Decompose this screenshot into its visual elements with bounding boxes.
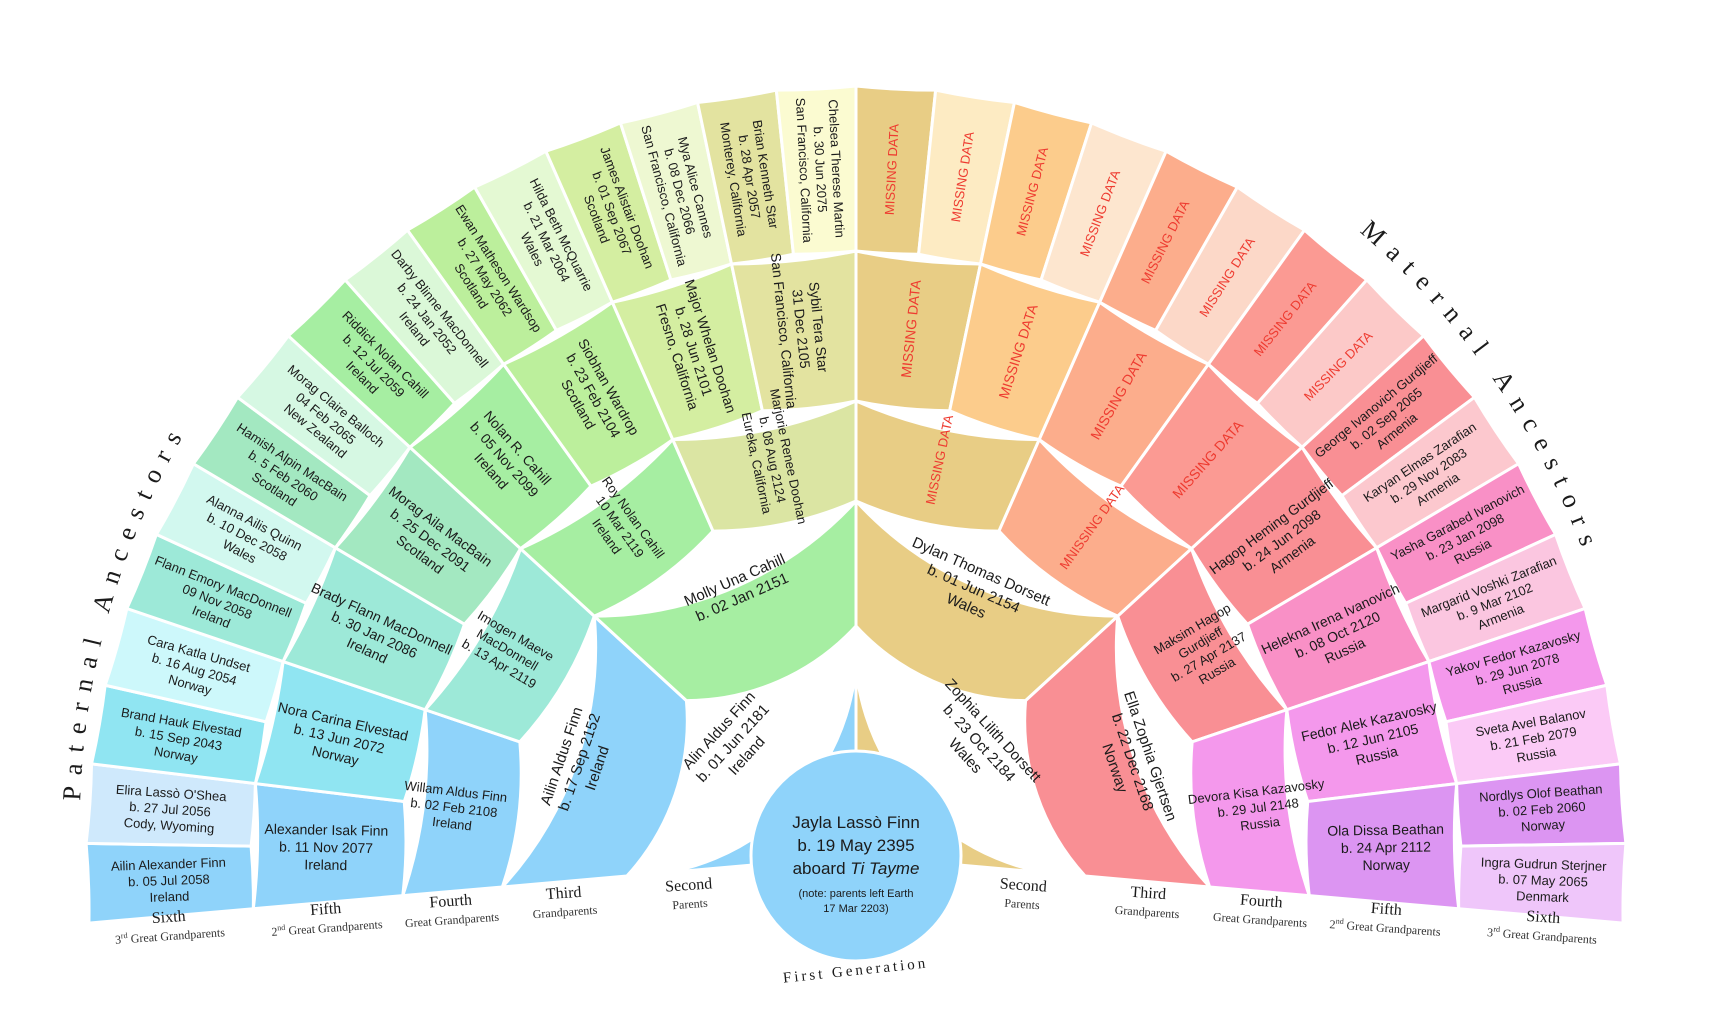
ancestor-label-line: Ola Dissa Beathan xyxy=(1327,821,1444,839)
gen-label-prefix: 2 xyxy=(271,924,278,938)
center-note-line1: (note: parents left Earth xyxy=(799,888,914,900)
gen-label-subtitle: 3rd Great Grandparents xyxy=(1487,924,1598,947)
ancestor-label-line: Norway xyxy=(1362,856,1410,873)
ancestor-label-line: Ingra Gudrun Sterjner xyxy=(1481,854,1608,873)
ancestor-label-line: b. 07 May 2065 xyxy=(1498,871,1588,889)
gen-label-subtitle: 2nd Great Grandparents xyxy=(1329,916,1441,939)
ancestor-label-line: Ailin Alexander Finn xyxy=(111,855,226,874)
ancestor-label-line: b. 02 Feb 2060 xyxy=(1498,799,1586,820)
gen-label-subtitle: Great Grandparents xyxy=(404,910,499,931)
gen-label-subtitle: Parents xyxy=(672,896,709,912)
gen-label-subtitle: Grandparents xyxy=(1114,903,1180,921)
gen-label-subtitle: Parents xyxy=(1004,896,1041,912)
ancestor-label-line: Russia xyxy=(1515,744,1557,766)
ancestor-label-gen5-16: Ola Dissa Beathanb. 24 Apr 2112Norway xyxy=(1327,821,1445,874)
center-aboard: aboard xyxy=(793,859,846,878)
gen-label-sup: rd xyxy=(1493,925,1500,934)
center-person-circle[interactable] xyxy=(749,749,963,963)
ancestor-label-gen6-17: MISSING DATA xyxy=(882,123,902,215)
ancestor-segment-gen5-16[interactable] xyxy=(1304,781,1461,911)
gen-label-prefix: 2 xyxy=(1329,917,1336,931)
ancestor-label-gen6-1: Ailin Alexander Finnb. 05 Jul 2058Irelan… xyxy=(111,855,228,907)
gen-label-title: Fourth xyxy=(1239,892,1283,912)
ancestor-label-gen6-31: Nordlys Olof Beathanb. 02 Feb 2060Norway xyxy=(1479,781,1606,837)
center-birthplace: aboard Ti Tayme xyxy=(793,859,920,878)
ancestor-label-line: Russia xyxy=(1239,814,1281,834)
center-ship: Ti Tayme xyxy=(850,859,919,878)
generation-labels: SecondParentsThirdGrandparentsFourthGrea… xyxy=(115,875,1598,947)
gen-label-sup: rd xyxy=(121,931,128,940)
gen-label-sub: Great Grandparents xyxy=(127,925,225,946)
ancestor-label-line: Ireland xyxy=(304,856,347,873)
gen-label-title: Third xyxy=(1130,884,1167,903)
center-name: Jayla Lassò Finn xyxy=(792,813,920,832)
gen-label-sup: nd xyxy=(277,923,286,933)
center-birth: b. 19 May 2395 xyxy=(797,836,914,855)
gen-label-subtitle: 2nd Great Grandparents xyxy=(271,916,383,939)
ancestor-label-line: Cody, Wyoming xyxy=(123,815,214,836)
ancestor-label-line: MISSING DATA xyxy=(882,123,902,215)
gen-label-title: Fifth xyxy=(310,900,342,919)
ancestor-segment-gen4-8[interactable] xyxy=(1189,707,1312,898)
gen-label-prefix: 3 xyxy=(115,932,122,946)
gen-label-title: Fourth xyxy=(429,892,473,912)
ancestor-label-gen2-1: Alin Aldus Finnb. 01 Jun 2181Ireland xyxy=(679,688,786,798)
gen-label-subtitle: Grandparents xyxy=(532,903,598,921)
gen-label-title: Sixth xyxy=(1526,908,1561,927)
center-note-line2: 17 Mar 2203) xyxy=(823,903,888,915)
gen-label-subtitle: Great Grandparents xyxy=(1213,910,1308,931)
ancestor-label-line: Denmark xyxy=(1516,888,1570,905)
gen-label-title: Third xyxy=(545,884,582,903)
ancestor-label-gen6-32: Ingra Gudrun Sterjnerb. 07 May 2065Denma… xyxy=(1479,854,1607,906)
ancestor-label-line: b. 11 Nov 2077 xyxy=(279,838,373,856)
ancestor-label-line: Norway xyxy=(153,743,199,765)
ancestor-label-line: Ireland xyxy=(431,814,472,834)
gen-label-sub: Great Grandparents xyxy=(285,917,383,938)
ancestor-label-line: Chelsea Therese Martin xyxy=(825,99,847,238)
ancestor-segment-gen6-32[interactable] xyxy=(1457,841,1628,925)
ancestor-label-line: b. 24 Apr 2112 xyxy=(1341,838,1431,855)
gen-label-subtitle: 3rd Great Grandparents xyxy=(115,924,226,947)
ancestor-label-line: Alexander Isak Finn xyxy=(264,821,388,839)
gen-label-prefix: 3 xyxy=(1487,925,1494,939)
ancestor-label-gen6-2: Elira Lassò O'Sheab. 27 Jul 2056Cody, Wy… xyxy=(113,782,228,837)
gen-label-sub: Great Grandparents xyxy=(1343,918,1441,939)
ancestor-label-line: b. 27 Jul 2056 xyxy=(129,799,212,820)
ancestor-label-line: b. 30 Jun 2075 xyxy=(811,126,830,213)
gen-label-title: Second xyxy=(665,875,713,895)
ancestor-label-line: b. 05 Jul 2058 xyxy=(128,871,210,889)
gen-label-sub: Great Grandparents xyxy=(1499,926,1597,947)
gen-label-title: Second xyxy=(999,875,1047,895)
gen-label-title: Fifth xyxy=(1370,900,1402,919)
ancestor-label-line: Norway xyxy=(1521,816,1566,834)
ancestor-label-gen5-1: Alexander Isak Finnb. 11 Nov 2077Ireland xyxy=(264,821,389,874)
ancestor-label-line: Ireland xyxy=(149,888,189,904)
gen-label-sup: nd xyxy=(1335,917,1344,927)
ancestor-segments xyxy=(84,84,1628,925)
gen-label-title: Sixth xyxy=(151,908,186,927)
